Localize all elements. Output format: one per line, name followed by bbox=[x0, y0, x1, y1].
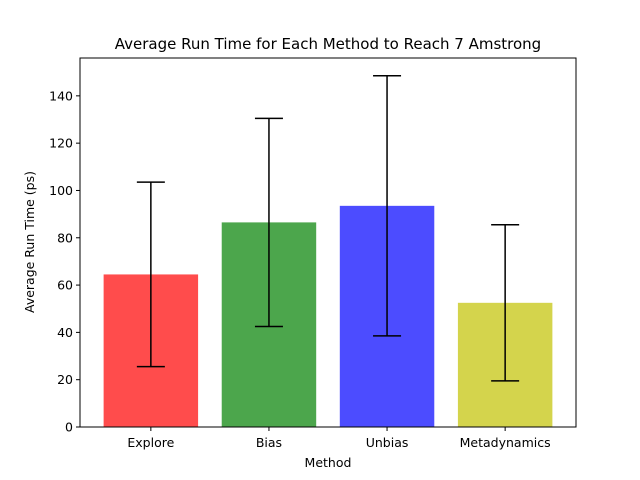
y-tick-label: 120 bbox=[49, 136, 73, 151]
y-tick-label: 20 bbox=[57, 372, 73, 387]
x-tick-label: Unbias bbox=[366, 435, 409, 450]
x-axis-label: Method bbox=[305, 455, 352, 470]
chart-title: Average Run Time for Each Method to Reac… bbox=[115, 35, 541, 53]
x-tick-label: Explore bbox=[127, 435, 174, 450]
y-axis-label: Average Run Time (ps) bbox=[22, 171, 37, 313]
y-tick-label: 80 bbox=[57, 230, 73, 245]
x-tick-label: Bias bbox=[256, 435, 282, 450]
y-tick-label: 140 bbox=[49, 88, 73, 103]
y-tick-label: 40 bbox=[57, 325, 73, 340]
y-tick-label: 100 bbox=[49, 183, 73, 198]
y-tick-label: 60 bbox=[57, 278, 73, 293]
plot-frame bbox=[79, 57, 577, 428]
x-tick-label: Metadynamics bbox=[460, 435, 551, 450]
y-tick-label: 0 bbox=[65, 420, 73, 435]
plot-area: Explore Bias Unbias Metadynamics 0 20 40 60 80 10… bbox=[49, 74, 553, 450]
